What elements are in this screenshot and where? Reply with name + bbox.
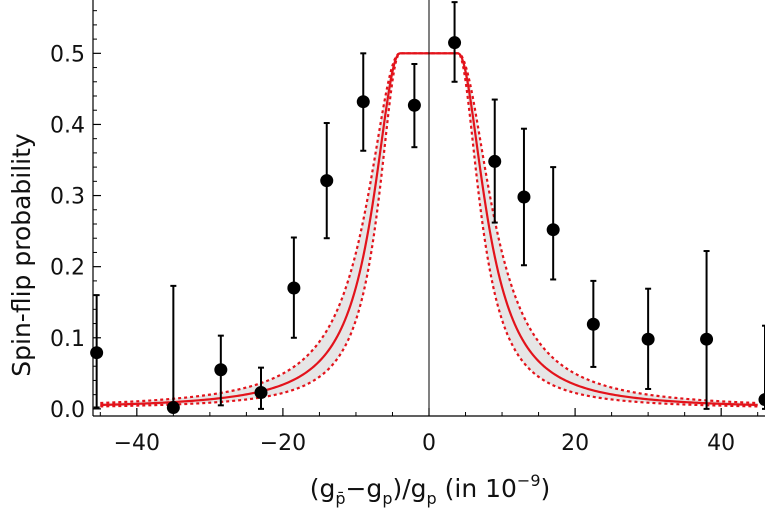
data-point [546, 223, 560, 237]
y-tick-label: 0.4 [50, 113, 85, 138]
x-tick-label: −40 [114, 431, 160, 456]
data-point [488, 154, 502, 168]
x-axis-title-sub-p1: p [382, 489, 392, 508]
data-point [586, 317, 600, 331]
data-point [448, 36, 462, 50]
x-axis-title-close: ) [541, 474, 551, 503]
lower-bound-curve [100, 52, 758, 408]
axes: −40 −20 0 20 40 0.0 0.1 0.2 0.3 0.4 0.5 [50, 0, 765, 456]
data-point [287, 281, 301, 295]
y-tick-label: 0.2 [50, 256, 85, 281]
data-point [320, 174, 334, 188]
x-tick-label: −20 [260, 431, 306, 456]
data-point [214, 363, 228, 377]
x-axis-title-mid: )/g [392, 474, 426, 503]
data-point [758, 393, 765, 407]
x-axis-title-sub-p2: p [427, 489, 437, 508]
x-tick-label: 40 [707, 431, 735, 456]
x-axis-title-open: (g [310, 474, 336, 503]
data-point [641, 332, 655, 346]
data-point [407, 98, 421, 112]
data-points [90, 1, 765, 414]
x-tick-label: 0 [422, 431, 436, 456]
data-point [517, 190, 531, 204]
x-axis-title-minus: −g [345, 474, 382, 503]
y-tick-label: 0.1 [50, 327, 85, 352]
x-tick-label: 20 [561, 431, 589, 456]
y-tick-label: 0.0 [50, 398, 85, 423]
x-axis-title-sub-pbar: p̄ [335, 489, 345, 508]
y-tick-label: 0.5 [50, 42, 85, 67]
data-point [90, 346, 104, 360]
x-axis-title-tail: (in 10 [437, 474, 517, 503]
y-tick-label: 0.3 [50, 185, 85, 210]
x-axis-title: (gp̄−gp)/gp (in 10−9) [310, 471, 551, 508]
data-point [700, 332, 714, 346]
data-point [166, 400, 180, 414]
data-point [356, 95, 370, 109]
x-axis-title-exponent: −9 [517, 471, 541, 490]
data-point [254, 386, 268, 400]
y-axis-title: Spin-flip probability [7, 133, 36, 377]
